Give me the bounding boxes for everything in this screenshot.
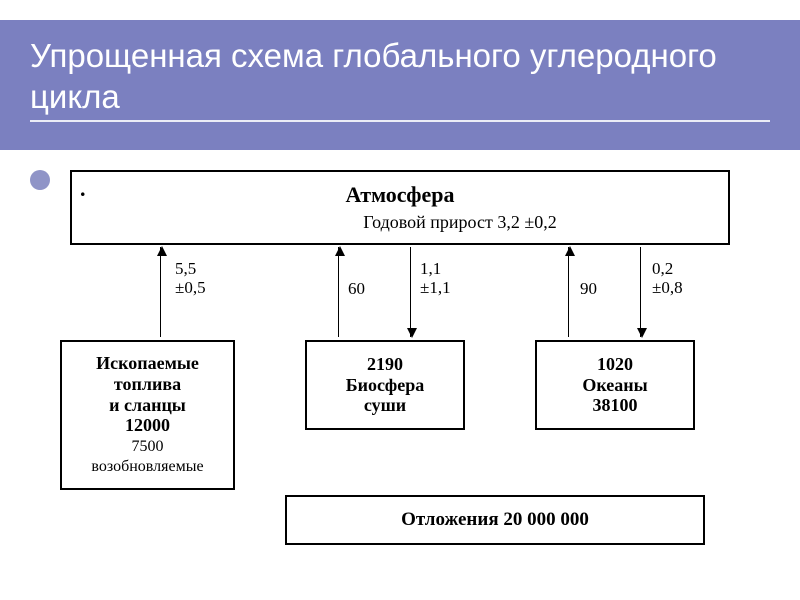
bullet-icon (30, 170, 50, 190)
oceans-box: 1020 Океаны 38100 (535, 340, 695, 430)
flow-arrow-2 (410, 247, 411, 337)
flow-arrow-3 (568, 247, 569, 337)
flow-arrow-0 (160, 247, 161, 337)
slide-title: Упрощенная схема глобального углеродного… (30, 35, 770, 118)
atmosphere-title: Атмосфера (72, 182, 728, 208)
flow-label-1: 60 (348, 280, 365, 299)
flow-label-3: 90 (580, 280, 597, 299)
atmosphere-subtitle: Годовой прирост 3,2 ±0,2 (72, 212, 728, 233)
carbon-cycle-diagram: . Атмосфера Годовой прирост 3,2 ±0,2 Иск… (60, 165, 740, 575)
flow-arrow-4 (640, 247, 641, 337)
title-band: Упрощенная схема глобального углеродного… (0, 20, 800, 150)
title-underline (30, 120, 770, 122)
fossil-box: Ископаемые топлива и сланцы 12000 7500 в… (60, 340, 235, 490)
biosphere-box: 2190 Биосфера суши (305, 340, 465, 430)
flow-label-4: 0,2±0,8 (652, 260, 683, 297)
sediments-box: Отложения 20 000 000 (285, 495, 705, 545)
corner-dot: . (80, 176, 86, 202)
flow-label-0: 5,5±0,5 (175, 260, 206, 297)
flow-label-2: 1,1±1,1 (420, 260, 451, 297)
flow-arrow-1 (338, 247, 339, 337)
atmosphere-box: . Атмосфера Годовой прирост 3,2 ±0,2 (70, 170, 730, 245)
